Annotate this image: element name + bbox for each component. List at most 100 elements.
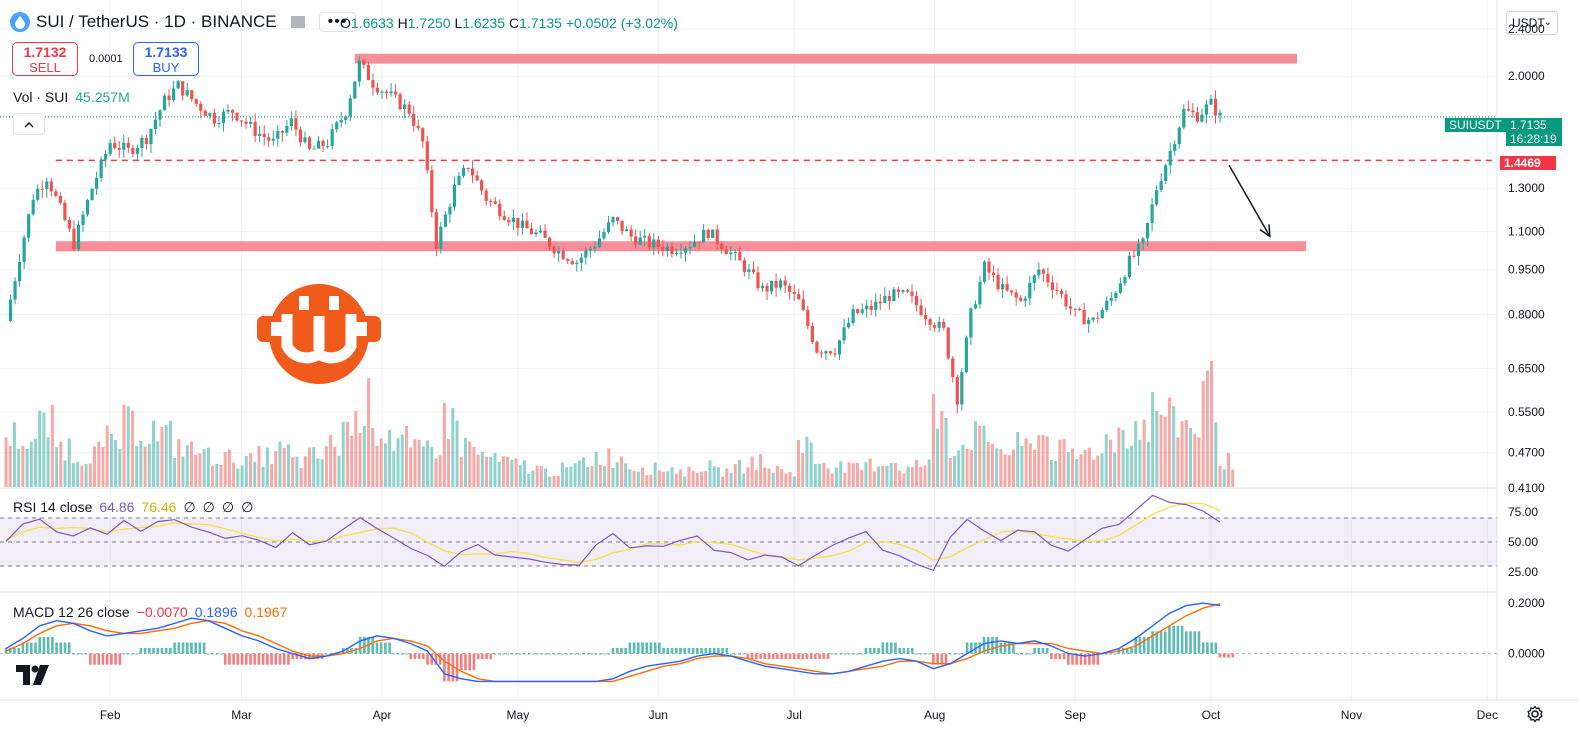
macd-histogram-bar <box>1147 636 1150 654</box>
volume-bar <box>662 471 666 487</box>
candle-body <box>380 91 384 93</box>
volume-bar <box>560 462 564 487</box>
tradingview-logo[interactable] <box>16 664 52 691</box>
symbol-title[interactable]: SUI / TetherUS · 1D · BINANCE <box>36 12 277 31</box>
volume-bar <box>1079 454 1083 487</box>
candle-body <box>298 129 303 143</box>
candle-body <box>815 341 819 353</box>
candle-body <box>634 236 638 245</box>
candle-body <box>883 296 887 304</box>
candle-body <box>452 184 457 207</box>
volume-bar <box>860 469 864 487</box>
volume-bar <box>219 464 223 487</box>
macd-histogram-bar <box>590 653 594 655</box>
time-axis-tick-9: Nov <box>1341 708 1362 722</box>
candle-body <box>1014 292 1018 298</box>
volume-bar <box>135 446 139 487</box>
macd-histogram-bar <box>961 653 965 655</box>
sell-price: 1.7132 <box>23 44 67 60</box>
macd-histogram-bar <box>1045 648 1049 654</box>
macd-histogram-bar <box>510 653 514 655</box>
candle-body <box>285 126 289 133</box>
macd-histogram-bar <box>1121 648 1125 654</box>
macd-histogram-bar <box>670 648 674 654</box>
currency-unit-selector[interactable]: USDT ⌄ <box>1506 11 1558 35</box>
candle-body <box>489 200 493 202</box>
volume-bar <box>303 456 307 487</box>
sell-button[interactable]: 1.7132 SELL <box>12 42 78 76</box>
volume-bar <box>1020 445 1024 487</box>
macd-histogram-bar <box>493 653 497 655</box>
volume-bar <box>206 447 210 487</box>
macd-histogram-bar <box>363 636 366 654</box>
volume-bar <box>944 417 948 487</box>
volume-bar <box>1033 449 1037 487</box>
macd-histogram-bar <box>624 648 627 654</box>
volume-bar <box>17 448 21 487</box>
volume-bar <box>345 421 349 487</box>
volume-legend[interactable]: Vol · SUI 45.257M <box>13 89 130 105</box>
macd-histogram-bar <box>303 653 307 660</box>
macd-axis-tick-1: 0.0000 <box>1508 647 1545 661</box>
volume-bar <box>71 463 75 487</box>
grid-lines <box>0 0 1497 700</box>
macd-histogram-bar <box>1050 653 1053 660</box>
volume-bar <box>641 467 645 487</box>
macd-histogram-bar <box>991 636 994 654</box>
volume-bar <box>202 449 206 487</box>
macd-histogram-bar <box>1155 631 1159 654</box>
macd-histogram-bar <box>1151 631 1154 654</box>
candle-body <box>756 272 760 289</box>
candle-body <box>625 229 629 232</box>
macd-histogram-bar <box>632 642 636 654</box>
buy-button[interactable]: 1.7133 BUY <box>133 42 199 76</box>
macd-histogram-bar <box>409 653 412 660</box>
macd-histogram-bar <box>864 648 868 654</box>
rsi-legend[interactable]: RSI 14 close 64.86 76.46 ∅ ∅ ∅ ∅ <box>13 499 253 516</box>
candle-body <box>552 247 556 254</box>
volume-bar <box>320 459 324 487</box>
time-axis-tick-1: Mar <box>231 708 252 722</box>
volume-bar <box>809 442 813 487</box>
candle-body <box>393 91 398 95</box>
volume-bar <box>1016 432 1020 487</box>
macd-histogram-bar <box>666 648 670 654</box>
macd-histogram-bar <box>1126 648 1129 654</box>
macd-histogram-bar <box>485 653 488 660</box>
macd-histogram-bar <box>805 653 809 660</box>
candle-body <box>575 262 579 265</box>
macd-histogram-bar <box>405 653 408 655</box>
macd-histogram-bar <box>839 653 842 655</box>
price-axis-tick-5: 0.8000 <box>1508 307 1545 321</box>
time-axis-tick-2: Apr <box>373 708 392 722</box>
volume-bar <box>1151 392 1155 487</box>
watermark-logo <box>257 276 381 397</box>
chart-settings-gear-icon[interactable] <box>1525 705 1545 725</box>
resistance-zone-0 <box>354 53 1298 64</box>
volume-bar <box>678 469 682 487</box>
volume-legend-label: Vol · SUI <box>13 89 69 105</box>
macd-histogram-bar <box>759 653 762 660</box>
macd-histogram-bar <box>198 642 202 654</box>
candle-body <box>484 190 488 201</box>
candle-body <box>647 235 651 248</box>
volume-bar <box>864 462 868 487</box>
volume-bar <box>46 437 50 487</box>
macd-legend[interactable]: MACD 12 26 close −0.0070 0.1896 0.1967 <box>13 604 287 620</box>
volume-bar <box>447 439 451 487</box>
volume-bar <box>889 463 893 487</box>
collapse-legend-button[interactable] <box>13 113 45 135</box>
macd-histogram-bar <box>261 653 265 665</box>
macd-histogram-bar <box>1227 653 1230 658</box>
macd-histogram-bar <box>999 642 1003 654</box>
volume-bar <box>645 475 649 487</box>
rsi-pane <box>0 494 1497 572</box>
candle-body <box>149 129 153 144</box>
volume-bar <box>63 460 67 487</box>
volume-bar <box>101 447 105 487</box>
candle-body <box>860 309 864 314</box>
macd-histogram-bar <box>185 642 189 654</box>
volume-bar <box>426 440 430 487</box>
more-options-button[interactable]: ••• <box>318 12 357 32</box>
